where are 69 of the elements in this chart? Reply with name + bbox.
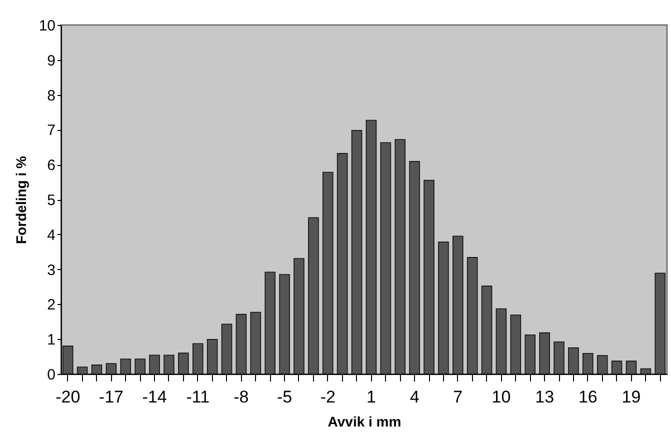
bar xyxy=(62,346,74,374)
bar xyxy=(510,314,522,374)
x-tick-label: -11 xyxy=(186,388,210,406)
y-tick-label: 4 xyxy=(47,226,56,244)
y-tick-label: 5 xyxy=(47,192,56,209)
bar xyxy=(294,258,304,374)
y-tick-label: 9 xyxy=(47,52,56,70)
y-tick-label: 10 xyxy=(38,18,56,34)
bar xyxy=(481,286,492,374)
bar xyxy=(366,120,377,374)
bar xyxy=(264,272,276,374)
bar xyxy=(91,364,102,374)
bar xyxy=(554,341,564,374)
x-tick-label: -20 xyxy=(56,388,80,406)
bar xyxy=(178,352,189,374)
bar xyxy=(221,324,232,374)
x-tick-label: -14 xyxy=(142,388,167,406)
bar xyxy=(640,368,652,374)
bar xyxy=(539,332,550,374)
bar xyxy=(596,355,608,374)
y-tick-label: 8 xyxy=(47,87,56,104)
y-tick-label: 0 xyxy=(47,366,56,384)
bar xyxy=(192,343,204,374)
bar xyxy=(582,353,594,374)
bar xyxy=(380,142,392,374)
bar xyxy=(452,236,464,374)
bar xyxy=(424,180,434,374)
bar xyxy=(524,334,536,374)
bar xyxy=(611,360,622,374)
bar xyxy=(351,130,362,374)
x-axis-title: Avvik i mm xyxy=(328,414,402,430)
bar xyxy=(336,153,348,374)
bar xyxy=(149,354,160,374)
bar xyxy=(120,358,132,374)
y-tick-label: 1 xyxy=(47,332,56,349)
bar xyxy=(106,363,117,374)
bar xyxy=(466,257,478,374)
bar xyxy=(236,314,247,374)
x-tick-label: -17 xyxy=(98,388,124,406)
bar xyxy=(164,354,174,374)
bar xyxy=(409,161,420,374)
x-tick-label: 19 xyxy=(622,388,641,406)
x-tick-label: 1 xyxy=(366,388,376,406)
x-tick-label: 13 xyxy=(535,388,554,406)
bar xyxy=(496,308,507,374)
bar xyxy=(438,242,449,374)
bar xyxy=(134,358,146,374)
bar xyxy=(568,347,579,374)
y-axis-title: Fordeling i % xyxy=(12,156,29,244)
bar xyxy=(206,339,218,374)
x-tick-label: 10 xyxy=(492,388,511,406)
bar xyxy=(308,217,319,374)
bar xyxy=(76,366,88,374)
y-tick-label: 7 xyxy=(47,122,56,140)
bar xyxy=(279,274,290,374)
x-tick-label: -5 xyxy=(276,388,292,406)
x-tick-label: 4 xyxy=(410,388,420,406)
x-tick-label: -8 xyxy=(234,388,249,406)
y-tick-label: 3 xyxy=(47,262,56,279)
x-tick-label: -2 xyxy=(320,388,336,406)
y-tick-label: 2 xyxy=(47,296,56,314)
bar xyxy=(654,272,666,374)
x-tick-label: 7 xyxy=(453,388,463,406)
bar xyxy=(250,312,262,374)
x-tick-label: 16 xyxy=(578,388,598,406)
bar xyxy=(322,172,334,374)
bar xyxy=(626,360,637,374)
y-tick-label: 6 xyxy=(47,157,56,174)
bar xyxy=(394,139,406,374)
